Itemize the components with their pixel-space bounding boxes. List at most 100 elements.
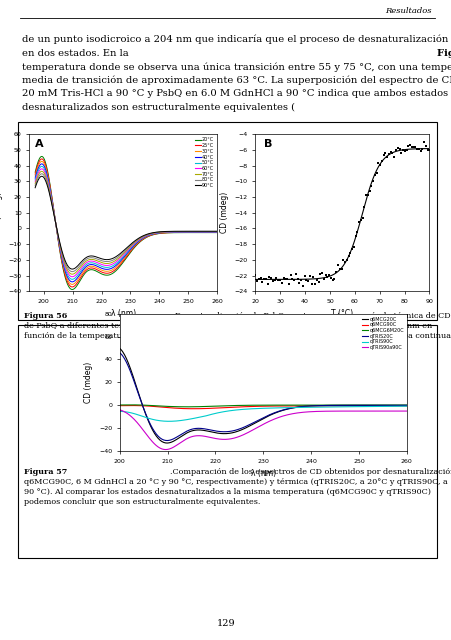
Text: de un punto isodicroico a 204 nm que indicaría que el proceso de desnaturalizaci: de un punto isodicroico a 204 nm que ind… bbox=[22, 35, 451, 45]
40°C bbox=[69, 278, 75, 285]
Point bbox=[348, 244, 355, 254]
qTRIS20C bbox=[164, 436, 169, 444]
25°C bbox=[145, 232, 150, 240]
80°C bbox=[69, 268, 75, 275]
Point bbox=[334, 260, 341, 271]
Point bbox=[320, 273, 327, 284]
qTRIS20C bbox=[293, 403, 299, 411]
Point bbox=[255, 274, 262, 284]
40°C bbox=[186, 228, 192, 236]
Point bbox=[391, 145, 399, 155]
Point bbox=[393, 143, 400, 154]
60°C bbox=[33, 176, 38, 184]
70°C bbox=[142, 232, 147, 240]
Point bbox=[318, 268, 325, 278]
90°C bbox=[198, 227, 203, 235]
80°C bbox=[198, 228, 203, 236]
80°C bbox=[141, 232, 147, 240]
Line: 30°C: 30°C bbox=[35, 161, 216, 284]
Point bbox=[353, 227, 360, 237]
q6MCG90C bbox=[403, 402, 409, 410]
q6MCG90C bbox=[289, 402, 295, 410]
Point bbox=[411, 142, 418, 152]
50°C bbox=[141, 234, 147, 241]
80°C bbox=[186, 228, 192, 236]
Line: qTRIS90C: qTRIS90C bbox=[120, 406, 406, 421]
50°C bbox=[214, 228, 219, 236]
90°C bbox=[69, 265, 75, 273]
Point bbox=[364, 190, 371, 200]
40°C bbox=[145, 232, 150, 239]
Point bbox=[367, 181, 374, 191]
Text: .Comparación de los espectros de CD obtenidos por desnaturalización química (q6M: .Comparación de los espectros de CD obte… bbox=[170, 468, 451, 476]
q6MCG90C bbox=[128, 402, 133, 410]
Point bbox=[413, 144, 420, 154]
X-axis label: λ (nm): λ (nm) bbox=[250, 469, 275, 478]
40°C bbox=[198, 228, 203, 236]
Point bbox=[381, 148, 388, 159]
25°C bbox=[142, 234, 147, 242]
qTRIS90a90C bbox=[359, 407, 364, 415]
30°C bbox=[186, 228, 192, 236]
qTRIS90a90C bbox=[288, 410, 294, 418]
40°C bbox=[142, 234, 147, 241]
Text: . Desnaturalización de PsbQ por temperatura según la técnica de CD UV-lejano. (A: . Desnaturalización de PsbQ por temperat… bbox=[170, 312, 451, 320]
90°C bbox=[32, 184, 38, 191]
qTRIS90a90C bbox=[293, 409, 299, 417]
Text: A: A bbox=[35, 139, 44, 149]
Bar bbox=[18, 325, 436, 558]
q6MCG6M20C bbox=[289, 401, 295, 409]
60°C bbox=[69, 273, 75, 280]
Point bbox=[257, 273, 264, 284]
90°C bbox=[141, 232, 147, 239]
Point bbox=[307, 278, 314, 289]
Point bbox=[339, 255, 346, 266]
70°C bbox=[186, 228, 192, 236]
qTRIS90C bbox=[359, 403, 364, 410]
q6MCG20C bbox=[288, 404, 294, 412]
qTRIS20C bbox=[117, 349, 122, 356]
Point bbox=[356, 215, 364, 225]
qTRIS90C bbox=[403, 403, 409, 410]
q6MCG20C bbox=[118, 346, 123, 353]
Point bbox=[409, 142, 416, 152]
Text: podemos concluir que son estructuralmente equivalentes.: podemos concluir que son estructuralment… bbox=[24, 498, 260, 506]
50°C bbox=[145, 232, 150, 239]
Point bbox=[258, 276, 266, 287]
Point bbox=[265, 271, 272, 282]
Point bbox=[285, 278, 292, 289]
Legend: q6MCG20C, q6MCG90C, q6MCG6M20C, qTRIS20C, qTRIS90C, qTRIS90a90C: q6MCG20C, q6MCG90C, q6MCG6M20C, qTRIS20C… bbox=[360, 315, 405, 352]
Point bbox=[277, 278, 285, 289]
qTRIS90C bbox=[118, 408, 123, 415]
Point bbox=[419, 138, 427, 148]
Point bbox=[372, 168, 379, 179]
Point bbox=[342, 255, 350, 265]
Point bbox=[276, 275, 283, 285]
Point bbox=[309, 273, 316, 283]
Point bbox=[354, 217, 362, 227]
Line: 40°C: 40°C bbox=[35, 164, 216, 282]
60°C bbox=[39, 165, 45, 173]
Point bbox=[337, 264, 345, 275]
Line: 80°C: 80°C bbox=[35, 174, 216, 271]
qTRIS90a90C bbox=[377, 407, 383, 415]
80°C bbox=[32, 182, 38, 189]
70°C bbox=[141, 232, 147, 240]
25°C bbox=[186, 228, 192, 236]
Point bbox=[386, 147, 393, 157]
70°C bbox=[39, 168, 45, 175]
Point bbox=[379, 150, 387, 161]
20°C bbox=[32, 168, 38, 176]
q6MCG90C bbox=[294, 402, 299, 410]
40°C bbox=[39, 160, 45, 168]
Legend: 20°C, 25°C, 30°C, 40°C, 50°C, 60°C, 70°C, 80°C, 90°C: 20°C, 25°C, 30°C, 40°C, 50°C, 60°C, 70°C… bbox=[193, 136, 216, 190]
Point bbox=[267, 273, 274, 283]
Point bbox=[286, 269, 294, 280]
Point bbox=[314, 276, 322, 287]
80°C bbox=[39, 170, 45, 178]
qTRIS90C bbox=[288, 404, 294, 412]
50°C bbox=[142, 233, 147, 241]
Point bbox=[290, 275, 297, 285]
Line: q6MCG90C: q6MCG90C bbox=[120, 406, 406, 409]
30°C bbox=[32, 172, 38, 180]
